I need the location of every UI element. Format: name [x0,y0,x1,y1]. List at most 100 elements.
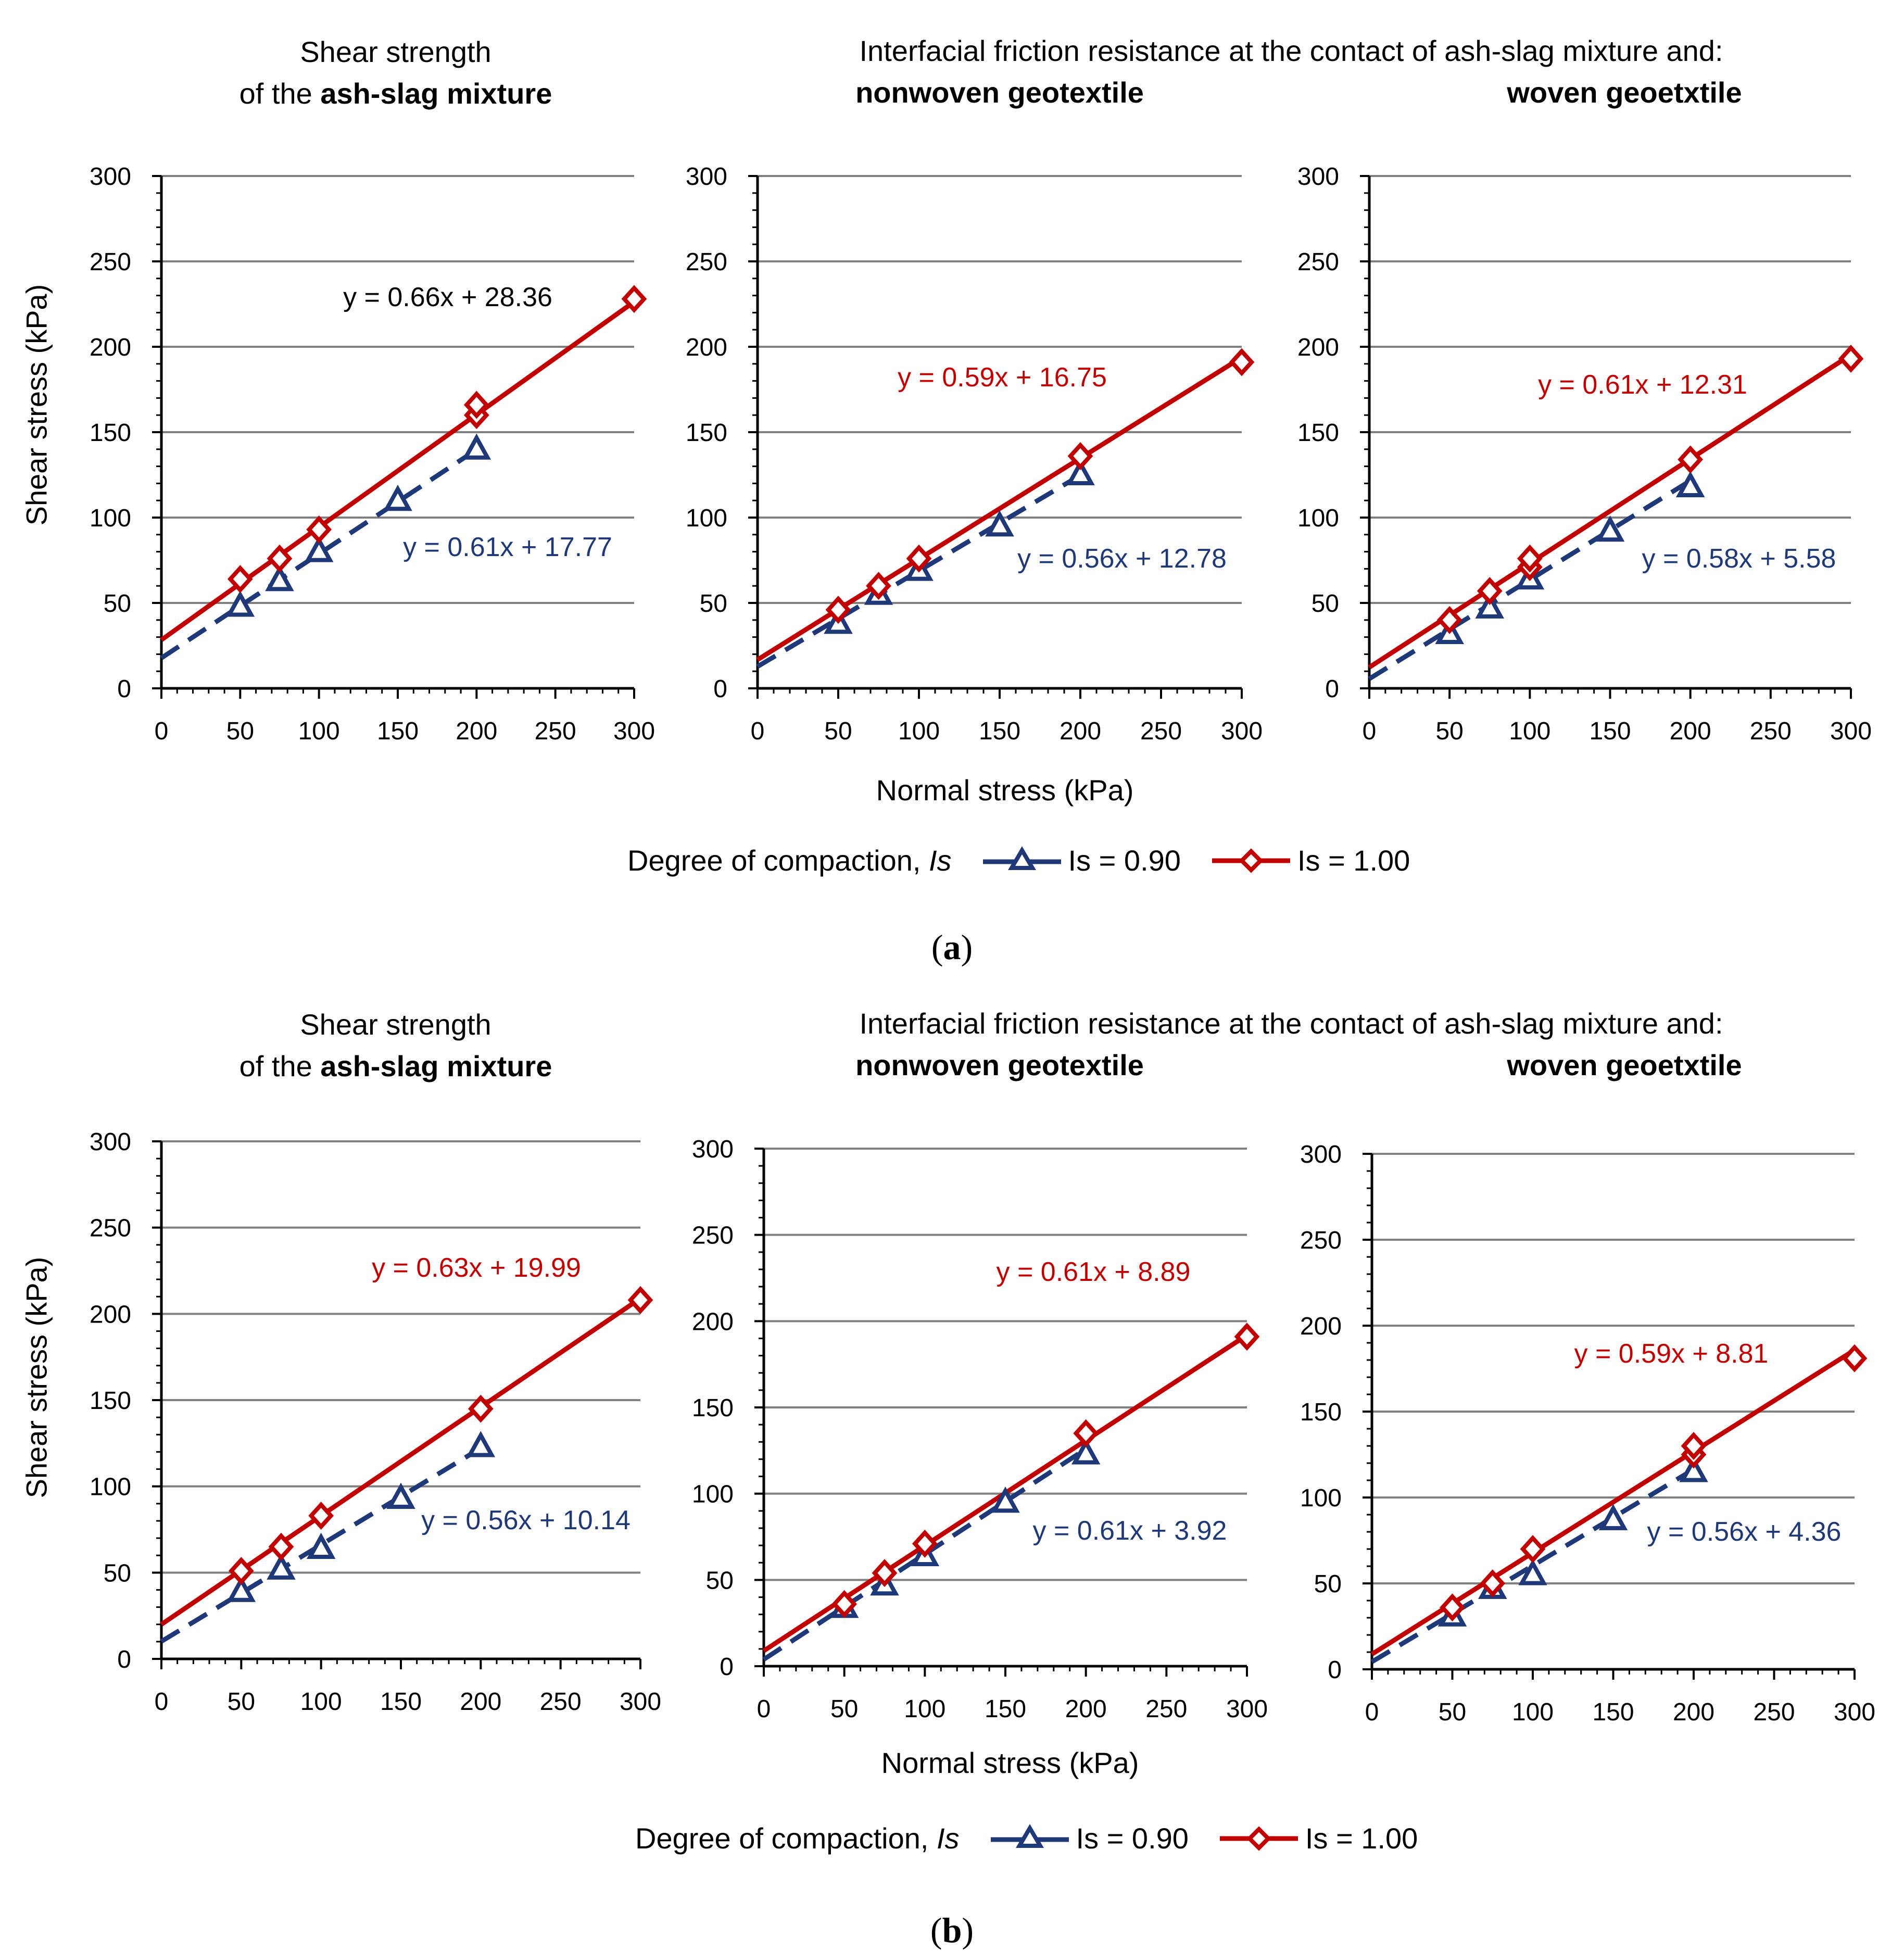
equation-is100: y = 0.59x + 16.75 [898,362,1107,393]
equation-is100: y = 0.63x + 19.99 [372,1253,581,1283]
x-tick-label: 250 [1753,1698,1795,1726]
left-title: Shear strength of the ash-slag mixture [156,31,635,115]
data-point-is100 [1520,1535,1546,1563]
data-point-is100 [1229,348,1255,376]
legend-label: Degree of compaction, [635,1822,929,1855]
caption-close: ) [962,1910,974,1950]
x-tick-label: 50 [1435,718,1463,745]
y-tick-label: 150 [692,1394,734,1422]
data-point-is100 [1067,442,1093,470]
y-tick-label: 50 [104,590,131,618]
y-tick-label: 50 [104,1559,131,1587]
x-tick-label: 250 [1145,1695,1187,1723]
caption-letter: a [943,927,961,967]
data-point-is090 [466,1431,496,1457]
x-tick-label: 50 [228,1688,255,1716]
x-tick-label: 0 [155,718,169,745]
data-point-is090 [1679,1456,1708,1482]
trendline-is100 [160,299,636,642]
x-tick-label: 200 [1673,1698,1714,1726]
data-point-is090 [306,1532,336,1559]
x-tick-label: 300 [1834,1698,1875,1726]
x-tick-label: 200 [456,718,497,745]
y-tick-label: 150 [90,419,131,447]
caption-open: ( [930,1910,942,1950]
x-tick-label: 300 [613,718,655,745]
data-point-is090 [226,1576,256,1602]
y-tick-label: 150 [686,419,727,447]
y-tick-label: 200 [1300,1313,1342,1340]
x-tick-label: 200 [1065,1695,1107,1723]
data-point-is100 [906,544,932,573]
y-tick-label: 100 [1297,505,1339,532]
mid-subtitle-bold: nonwoven geotextile [855,1049,1144,1081]
data-point-is100 [1477,577,1503,606]
caption: (a) [0,927,1904,968]
right-subtitle: woven geoetxtile [1375,1044,1874,1086]
data-point-is100 [228,1557,254,1585]
data-point-is100 [227,565,253,594]
x-tick-label: 300 [620,1688,661,1716]
y-tick-label: 50 [1312,590,1339,618]
right-subtitle-bold: woven geoetxtile [1507,1049,1742,1081]
data-point-is100 [267,544,293,573]
right-subtitle: woven geoetxtile [1375,72,1874,114]
data-point-is090 [225,590,255,617]
data-point-is100 [1842,1344,1868,1373]
legend-symbol: Is [928,844,952,877]
x-tick-label: 250 [535,718,576,745]
left-title-pre: of the [239,77,321,110]
legend-label: Degree of compaction, [627,844,921,877]
x-tick-label: 300 [1830,718,1872,745]
x-tick-label: 100 [298,718,340,745]
data-point-is100 [306,515,332,544]
mid-subtitle: nonwoven geotextile [750,1044,1250,1086]
data-point-is090 [383,484,412,511]
x-tick-label: 100 [898,718,940,745]
panel-a: Shear strength of the ash-slag mixture I… [0,0,1904,973]
y-tick-label: 200 [686,334,727,361]
legend-symbol: Is [936,1822,960,1855]
data-point-is090 [1675,471,1705,497]
legend: Degree of compaction, Is Is = 0.90 Is = … [627,844,1410,877]
data-point-is090 [304,536,334,562]
data-point-is100 [1436,606,1462,634]
y-tick-label: 0 [1325,675,1339,703]
x-tick-label: 0 [1365,1698,1379,1726]
equation-is090: y = 0.56x + 12.78 [1017,544,1227,574]
x-tick-label: 250 [1750,718,1792,745]
caption-letter: b [942,1910,962,1950]
y-tick-label: 150 [90,1387,131,1415]
data-point-is100 [1838,344,1864,373]
y-tick-label: 250 [692,1222,734,1250]
x-axis-label: Normal stress (kPa) [876,774,1134,807]
left-title-line1: Shear strength [300,35,491,68]
legend-item-is100: Is = 1.00 [1212,844,1410,877]
right-subtitle-bold: woven geoetxtile [1507,76,1742,109]
x-tick-label: 250 [540,1688,582,1716]
x-tick-label: 100 [904,1695,945,1723]
legend: Degree of compaction, Is Is = 0.90 Is = … [635,1821,1418,1855]
x-tick-label: 50 [824,718,852,745]
x-tick-label: 100 [300,1688,342,1716]
legend-text-is100: Is = 1.00 [1297,844,1410,877]
data-point-is100 [308,1502,334,1530]
data-point-is100 [1440,1593,1465,1622]
data-point-is090 [991,1486,1020,1513]
x-axis-label: Normal stress (kPa) [881,1746,1139,1779]
data-point-is090 [462,433,491,460]
data-point-is090 [1071,1438,1101,1465]
x-tick-label: 0 [155,1688,169,1716]
x-tick-label: 150 [377,718,419,745]
caption: (b) [0,1910,1904,1951]
y-tick-label: 250 [1300,1227,1342,1254]
caption-close: ) [961,927,973,967]
x-tick-label: 150 [979,718,1020,745]
y-tick-label: 200 [692,1308,734,1336]
data-point-is100 [268,1532,294,1561]
equation-is100: y = 0.61x + 12.31 [1538,370,1747,400]
x-tick-label: 150 [1592,1698,1634,1726]
y-tick-label: 200 [1297,334,1339,361]
legend-text-is090: Is = 0.90 [1068,844,1181,877]
